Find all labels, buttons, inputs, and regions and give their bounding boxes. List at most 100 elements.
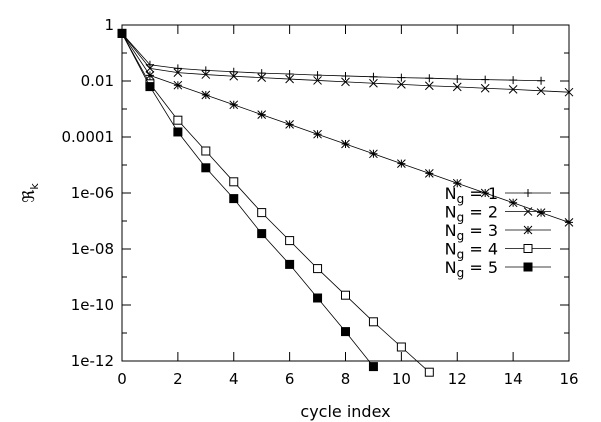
data-point <box>341 71 350 80</box>
data-point <box>341 327 350 337</box>
data-point <box>201 163 211 173</box>
series-line <box>121 33 374 367</box>
data-point <box>453 75 462 84</box>
data-point <box>425 74 434 83</box>
legend-label: Ng = 1 <box>445 184 498 206</box>
x-tick-label: 6 <box>285 370 295 388</box>
legend-marker <box>523 262 533 272</box>
data-point <box>313 129 322 139</box>
data-point <box>201 66 210 75</box>
data-point <box>173 80 183 90</box>
series-5 <box>117 28 378 372</box>
data-point <box>285 70 294 78</box>
data-point <box>481 75 490 84</box>
y-tick-label: 1e-12 <box>71 352 114 370</box>
data-point <box>313 71 322 80</box>
data-point <box>229 194 239 204</box>
data-point <box>145 71 155 80</box>
legend-entry-5: Ng = 5 <box>445 258 551 280</box>
x-tick-label: 12 <box>448 370 467 388</box>
data-point <box>396 342 406 352</box>
data-point <box>369 72 378 81</box>
legend-marker <box>523 244 533 253</box>
data-point <box>257 229 267 239</box>
data-point <box>564 218 574 227</box>
legend-label: Ng = 4 <box>445 240 498 262</box>
data-point <box>424 169 434 178</box>
data-point <box>341 290 350 300</box>
data-point <box>229 67 238 76</box>
data-point <box>257 208 267 218</box>
x-tick-label: 16 <box>559 370 578 388</box>
data-point <box>229 100 239 110</box>
legend-label: Ng = 3 <box>445 221 498 243</box>
data-point <box>173 127 183 137</box>
data-point <box>341 139 350 149</box>
legend-entry-4: Ng = 4 <box>445 240 551 262</box>
data-point <box>537 76 546 85</box>
legend-marker <box>523 225 533 235</box>
y-tick-label: 1 <box>104 16 114 34</box>
series-line <box>121 33 570 93</box>
y-tick-label: 0.0001 <box>62 128 115 146</box>
x-tick-label: 14 <box>504 370 523 388</box>
data-point <box>564 87 574 97</box>
data-point <box>452 82 462 92</box>
x-axis-title: cycle index <box>300 402 390 421</box>
data-point <box>285 259 295 269</box>
data-point <box>313 264 323 274</box>
data-point <box>229 71 239 81</box>
data-point <box>452 178 462 188</box>
data-point <box>397 80 406 89</box>
data-point <box>201 90 211 100</box>
data-point <box>313 293 323 303</box>
series-2 <box>117 29 574 97</box>
legend-entry-2: Ng = 2 <box>445 203 551 225</box>
data-point <box>201 70 211 79</box>
series-line <box>121 33 570 223</box>
data-point <box>117 28 127 38</box>
series-line <box>121 33 430 373</box>
y-tick-label: 1e-06 <box>71 184 114 202</box>
data-point <box>285 120 294 129</box>
data-point <box>201 146 211 156</box>
data-point <box>397 73 406 82</box>
y-tick-label: 1e-10 <box>71 296 114 314</box>
data-point <box>341 77 350 87</box>
data-point <box>257 110 267 119</box>
data-point <box>173 68 183 77</box>
data-point <box>285 74 294 84</box>
data-point <box>508 85 518 94</box>
legend-entry-1: Ng = 1 <box>445 184 551 206</box>
legend-label: Ng = 2 <box>445 203 498 225</box>
legend-marker <box>524 189 532 197</box>
series-1 <box>118 29 546 85</box>
x-tick-label: 10 <box>392 370 411 388</box>
data-point <box>480 83 490 93</box>
y-tick-label: 1e-08 <box>71 240 114 258</box>
data-point <box>368 362 378 372</box>
data-point <box>173 64 182 73</box>
series-3 <box>117 29 574 227</box>
data-point <box>285 236 295 246</box>
x-tick-label: 4 <box>229 370 239 388</box>
legend-label: Ng = 5 <box>445 258 498 280</box>
x-tick-label: 0 <box>117 370 127 388</box>
x-tick-label: 8 <box>341 370 351 388</box>
legend-marker <box>523 207 533 216</box>
data-point <box>480 188 490 198</box>
series-4 <box>117 28 434 377</box>
data-point <box>173 115 183 125</box>
data-point <box>369 78 378 88</box>
data-point <box>397 159 406 168</box>
data-point <box>229 177 239 187</box>
data-point <box>509 76 518 85</box>
data-point <box>368 317 378 327</box>
legend-entry-3: Ng = 3 <box>445 221 551 243</box>
series-line <box>121 33 542 82</box>
data-point <box>536 208 546 217</box>
data-point <box>313 76 322 85</box>
x-tick-label: 2 <box>173 370 183 388</box>
data-point <box>424 367 434 377</box>
